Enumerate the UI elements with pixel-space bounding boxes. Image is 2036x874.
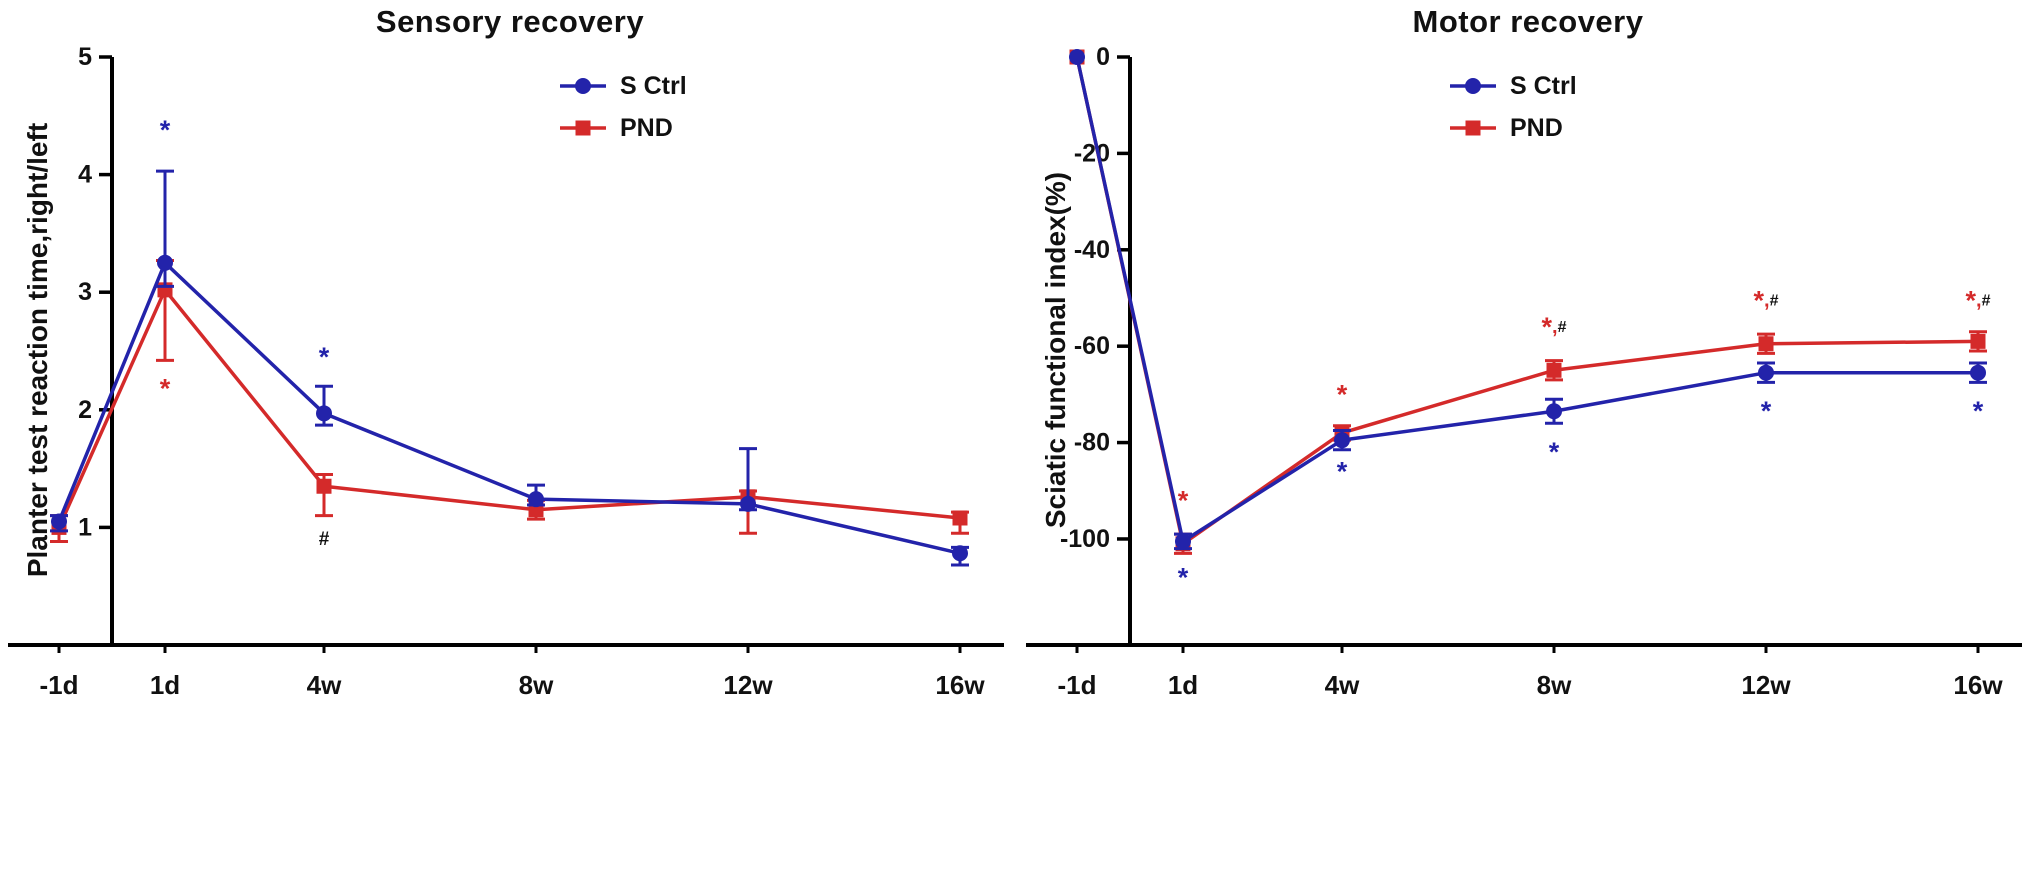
svg-text:1d: 1d (1168, 670, 1198, 700)
svg-text:4w: 4w (1325, 670, 1360, 700)
chart-title-sensory: Sensory recovery (375, 4, 645, 39)
svg-text:S Ctrl: S Ctrl (620, 72, 687, 100)
svg-text:12w: 12w (723, 670, 773, 700)
svg-text:PND: PND (1510, 114, 1563, 142)
svg-text:16w: 16w (935, 670, 985, 700)
sensory-plot: 1 2 3 4 5 -1d 1d 4w 8w 12w 16w S Ctrl PND * * * # (8, 43, 1004, 700)
svg-text:*,#: *,# (1754, 285, 1779, 315)
svg-text:S Ctrl: S Ctrl (1510, 72, 1577, 100)
svg-text:*: * (1337, 379, 1348, 409)
svg-text:-1d: -1d (40, 670, 79, 700)
svg-text:*: * (1178, 485, 1189, 515)
svg-text:8w: 8w (519, 670, 554, 700)
svg-text:5: 5 (78, 43, 92, 71)
svg-text:12w: 12w (1741, 670, 1791, 700)
svg-text:3: 3 (78, 278, 92, 306)
svg-text:*: * (1973, 396, 1984, 426)
svg-text:-60: -60 (1074, 332, 1110, 360)
svg-text:4w: 4w (307, 670, 342, 700)
svg-text:-100: -100 (1060, 525, 1110, 553)
svg-text:*: * (1761, 396, 1772, 426)
svg-text:*: * (1549, 437, 1560, 467)
motor-plot: 0 -20 -40 -60 -80 -100 -1d 1d 4w 8w 12w 16w S Ctrl PN… (1026, 43, 2022, 700)
svg-text:-80: -80 (1074, 429, 1110, 457)
svg-text:0: 0 (1096, 43, 1110, 71)
svg-text:16w: 16w (1953, 670, 2003, 700)
svg-text:*: * (160, 374, 171, 404)
svg-text:PND: PND (620, 114, 673, 142)
svg-text:*: * (1337, 456, 1348, 486)
motor-recovery-chart: Motor recovery Sciatic functional index(… (1018, 0, 2036, 874)
svg-text:-1d: -1d (1058, 670, 1097, 700)
sensory-recovery-chart: Sensory recovery Planter test reaction t… (8, 4, 1004, 700)
svg-text:-40: -40 (1074, 236, 1110, 264)
chart-title-motor: Motor recovery (1412, 4, 1644, 39)
svg-text:1: 1 (78, 513, 92, 541)
svg-text:8w: 8w (1537, 670, 1572, 700)
svg-text:4: 4 (78, 161, 92, 189)
svg-text:1d: 1d (150, 670, 180, 700)
svg-text:2: 2 (78, 396, 92, 424)
svg-text:*: * (160, 115, 171, 145)
svg-text:*: * (319, 342, 330, 372)
svg-text:-20: -20 (1074, 139, 1110, 167)
svg-text:*,#: *,# (1966, 285, 1991, 315)
svg-text:#: # (319, 529, 330, 550)
svg-text:*,#: *,# (1542, 312, 1567, 342)
svg-text:*: * (1178, 563, 1189, 593)
